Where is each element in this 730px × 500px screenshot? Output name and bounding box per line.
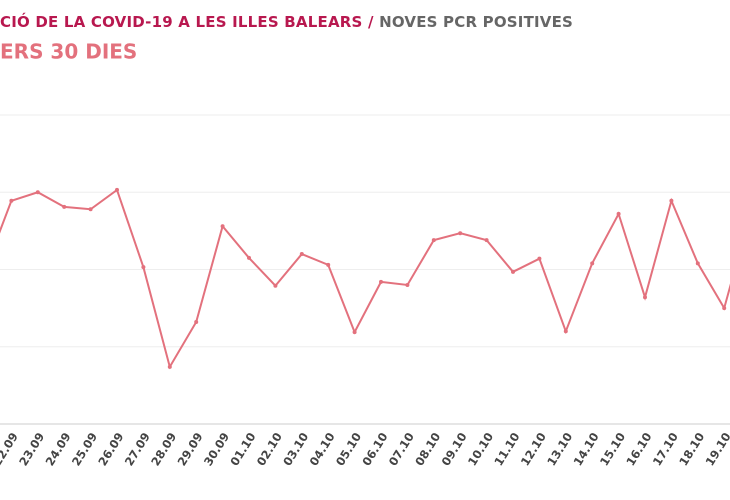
point	[35, 190, 40, 195]
point	[563, 329, 568, 334]
x-tick-label: 04.10	[307, 430, 338, 468]
x-tick-label: 19.10	[703, 430, 730, 468]
x-tick-label: 07.10	[386, 430, 417, 468]
x-tick-label: 10.10	[465, 430, 496, 468]
point	[379, 279, 383, 284]
x-tick-label: 17.10	[650, 430, 681, 468]
point	[352, 330, 357, 335]
point	[220, 224, 225, 229]
x-tick-label: 11.10	[491, 430, 522, 468]
x-tick-label: 24.09	[43, 430, 74, 468]
title-main: CIÓ DE LA COVID-19 A LES ILLES BALEARS	[0, 12, 363, 31]
point	[194, 320, 199, 325]
series-line	[0, 188, 730, 370]
point	[299, 252, 304, 257]
point	[431, 238, 436, 243]
x-tick-label: 28.09	[148, 430, 179, 468]
point	[115, 187, 119, 192]
x-tick-label: 05.10	[333, 430, 364, 468]
point	[247, 255, 251, 260]
point	[511, 269, 515, 274]
x-tick-label: 09.10	[439, 430, 470, 468]
point	[167, 364, 172, 369]
x-tick-label: 06.10	[359, 430, 390, 468]
x-tick-label: 01.10	[227, 430, 258, 468]
x-tick-label: 26.09	[95, 430, 126, 468]
point	[590, 261, 595, 266]
title-secondary: NOVES PCR POSITIVES	[379, 13, 573, 31]
chart-subtitle: ERS 30 DIES	[0, 40, 137, 64]
x-tick-label: 16.10	[623, 430, 654, 468]
point	[669, 198, 674, 203]
point	[616, 211, 621, 216]
point	[273, 283, 278, 288]
point	[695, 261, 700, 266]
point	[722, 306, 727, 311]
point	[484, 238, 489, 243]
point	[9, 198, 14, 203]
x-tick-label: 29.09	[175, 430, 206, 468]
x-tick-label: 14.10	[571, 430, 602, 468]
point	[88, 207, 93, 212]
point	[62, 204, 67, 209]
point	[643, 295, 647, 300]
title-separator: /	[368, 13, 374, 31]
point	[458, 231, 463, 236]
x-tick-label: 30.09	[201, 430, 232, 468]
x-tick-label: 23.09	[16, 430, 47, 468]
point	[405, 282, 410, 287]
x-tick-label: 13.10	[544, 430, 575, 468]
x-tick-label: 03.10	[280, 430, 311, 468]
x-tick-label: 18.10	[676, 430, 707, 468]
point	[141, 265, 146, 270]
chart-title: CIÓ DE LA COVID-19 A LES ILLES BALEARS /…	[0, 12, 573, 31]
point	[326, 262, 331, 267]
x-tick-label: 08.10	[412, 430, 443, 468]
x-tick-label: 27.09	[122, 430, 153, 468]
x-tick-label: 15.10	[597, 430, 628, 468]
x-tick-label: 25.09	[69, 430, 100, 468]
point	[537, 256, 542, 261]
x-tick-label: 12.10	[518, 430, 549, 468]
x-tick-label: 02.10	[254, 430, 285, 468]
